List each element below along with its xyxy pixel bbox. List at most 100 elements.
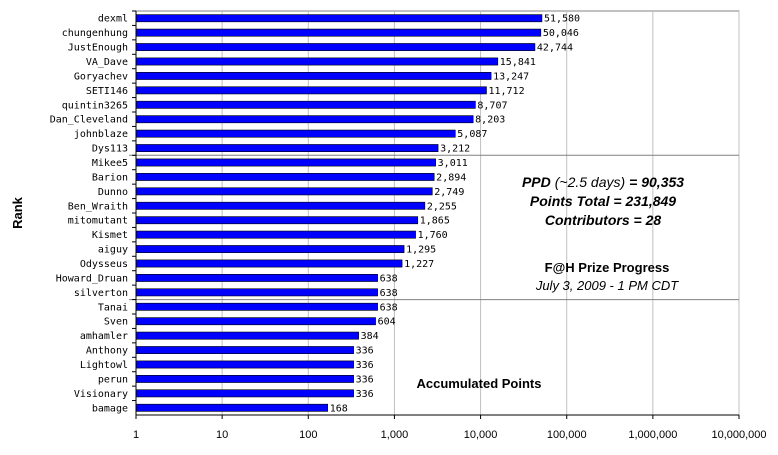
category-label: Howard_Druan (56, 273, 128, 284)
data-label: 638 (380, 273, 398, 284)
bar-silverton (135, 288, 378, 297)
category-label: Anthony (86, 346, 128, 357)
data-label: 604 (378, 317, 396, 328)
category-label: johnblaze (74, 129, 128, 140)
category-label: bamage (92, 403, 128, 414)
bars (132, 10, 543, 412)
x-tick-label: 100,000 (547, 429, 587, 441)
prize-title: F@H Prize Progress (545, 260, 670, 275)
data-label: 168 (330, 403, 348, 414)
category-label: Odysseus (80, 259, 128, 270)
bar-Visionary (135, 389, 354, 398)
category-label: aiguy (98, 245, 128, 256)
data-label: 2,894 (436, 172, 466, 183)
bar-Barion (135, 173, 435, 181)
data-label: 2,255 (427, 201, 457, 212)
x-tick-label: 1,000 (381, 429, 409, 441)
category-label: Dys113 (92, 144, 128, 155)
data-label: 1,865 (420, 216, 450, 227)
bar-Dan_Cleveland (135, 115, 474, 124)
data-label: 336 (356, 360, 374, 371)
category-label: amhamler (80, 331, 128, 342)
category-label: Ben_Wraith (68, 201, 128, 212)
bar-Goryachev (135, 72, 492, 80)
category-label: Dan_Cleveland (50, 115, 128, 126)
bar-bamage (135, 403, 328, 412)
bar-johnblaze (135, 129, 456, 138)
bar-VA_Dave (135, 57, 499, 66)
prize-date: July 3, 2009 - 1 PM CDT (535, 278, 679, 293)
bar-Lightowl (135, 360, 354, 369)
x-tick-labels: 1 10 100 1,000 10,000 100,000 1,000,000 10,000,… (133, 429, 767, 441)
category-label: Lightowl (80, 360, 128, 371)
bar-JustEnough (135, 43, 536, 51)
ppd-days: (~2.5 days) (555, 174, 625, 190)
data-label: 11,712 (488, 86, 524, 97)
data-label: 336 (356, 389, 374, 400)
bar-quintin3265 (135, 100, 476, 109)
bar-Tanai (135, 302, 378, 311)
category-label: Mikee5 (92, 158, 128, 169)
data-label: 1,227 (404, 259, 434, 270)
x-tick-label: 1,000,000 (628, 429, 677, 441)
category-label: Tanai (98, 302, 128, 313)
category-label: quintin3265 (62, 100, 128, 111)
accumulated-points-label: Accumulated Points (417, 376, 542, 391)
ppd-annotation: PPD (~2.5 days) = 90,353 (522, 174, 684, 191)
category-label: mitomutant (68, 216, 128, 227)
data-label: 8,707 (477, 100, 507, 111)
bar-Dunno (135, 187, 433, 196)
bar-Sven (135, 317, 376, 326)
data-label: 1,295 (406, 245, 436, 256)
bar-SETI146 (135, 86, 487, 95)
bar-Dys113 (135, 144, 439, 152)
category-label: Barion (92, 172, 128, 183)
bar-dexml (135, 14, 543, 23)
data-label: 5,087 (457, 129, 487, 140)
data-label: 2,749 (434, 187, 464, 198)
data-label: 638 (380, 302, 398, 313)
group-separators (129, 154, 739, 301)
bar-Ben_Wraith (135, 201, 426, 210)
category-label: silverton (74, 288, 128, 299)
data-label: 8,203 (475, 115, 505, 126)
category-label: Visionary (74, 389, 128, 400)
category-labels: dexml chungenhung JustEnough VA_Dave Goryach… (50, 14, 128, 415)
bar-amhamler (135, 331, 359, 340)
category-label: dexml (98, 14, 128, 25)
data-label: 384 (361, 331, 379, 342)
data-label: 638 (380, 288, 398, 299)
x-tick-label: 10,000,000 (711, 429, 766, 441)
category-label: perun (98, 374, 128, 385)
y-axis-label: Rank (10, 196, 25, 229)
bar-perun (135, 375, 354, 383)
bar-Odysseus (135, 259, 403, 268)
category-label: Dunno (98, 187, 128, 198)
ppd-label: PPD (522, 174, 551, 190)
category-label: JustEnough (68, 43, 128, 54)
category-label: SETI146 (86, 86, 128, 97)
bar-chungenhung (135, 28, 542, 37)
data-label: 336 (356, 374, 374, 385)
data-label: 3,011 (438, 158, 468, 169)
bar-Howard_Druan (135, 274, 378, 282)
category-label: Sven (104, 317, 128, 328)
category-label: Goryachev (74, 71, 128, 82)
contributors-annotation: Contributors = 28 (545, 212, 662, 228)
data-label: 15,841 (500, 57, 536, 68)
points-total-annotation: Points Total = 231,849 (530, 193, 676, 209)
category-label: VA_Dave (86, 57, 128, 68)
data-label: 51,580 (544, 14, 580, 25)
x-tick-label: 1 (133, 429, 139, 441)
data-label: 336 (356, 346, 374, 357)
data-label: 3,212 (440, 144, 470, 155)
data-label: 50,046 (543, 28, 579, 39)
category-label: Kismet (92, 230, 128, 241)
bar-aiguy (135, 245, 405, 253)
data-label: 1,760 (418, 230, 448, 241)
category-label: chungenhung (62, 28, 128, 39)
bar-mitomutant (135, 216, 419, 225)
x-tick-label: 100 (299, 429, 317, 441)
